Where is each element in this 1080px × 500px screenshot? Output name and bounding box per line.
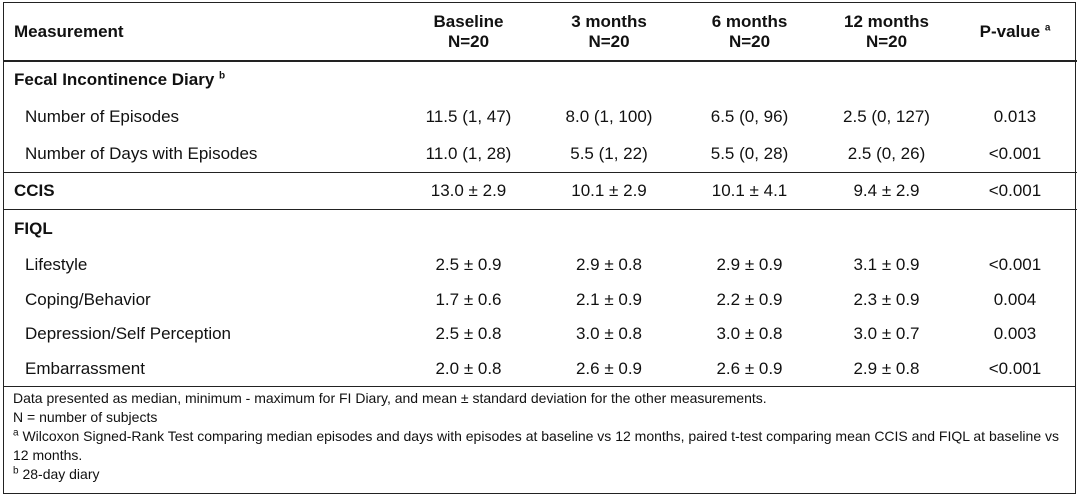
table-cell: 10.1 ± 2.9: [539, 172, 679, 210]
footnote-n-definition: N = number of subjects: [13, 409, 158, 425]
table-cell: <0.001: [953, 172, 1077, 210]
section-fiql-heading: FIQL: [4, 210, 1077, 249]
table-cell: 3.0 ± 0.8: [575, 324, 643, 344]
header-baseline: Baseline N=20: [398, 3, 539, 62]
table-cell: 2.0 ± 0.8: [435, 358, 502, 378]
table-cell: 2.6 ± 0.9: [716, 358, 783, 378]
table-cell: 8.0 (1, 100): [565, 106, 653, 126]
table-cell: 3.0 ± 0.7: [853, 324, 920, 344]
table-cell: 1.7 ± 0.6: [435, 289, 502, 309]
table-cell: FIQL: [14, 219, 53, 238]
table-cell: Number of Episodes: [25, 106, 180, 126]
table-cell: 2.5 ± 0.9: [435, 255, 502, 275]
table-row-days-with-episodes: Number of Days with Episodes 11.0 (1, 28…: [4, 135, 1077, 173]
table-cell: 0.013: [993, 106, 1037, 126]
footnote-a-marker: a: [13, 427, 19, 439]
table-cell: Number of Days with Episodes: [4, 135, 398, 173]
table-row-lifestyle: Lifestyle 2.5 ± 0.9 2.9 ± 0.8 2.9 ± 0.9 …: [4, 248, 1077, 283]
header-6-months: 6 months N=20: [679, 3, 820, 62]
table-cell: 2.9 ± 0.9: [716, 255, 783, 275]
table-cell: 3.0 ± 0.8: [716, 324, 783, 344]
table-cell: 2.9 ± 0.8: [575, 255, 643, 275]
header-3-months: 3 months N=20: [539, 3, 679, 62]
table-cell: CCIS: [4, 172, 398, 210]
footnote-b: b 28-day diary: [13, 465, 100, 482]
table-cell: Fecal Incontinence Diary b: [14, 70, 226, 89]
header-p-value: P-value a: [953, 3, 1077, 62]
table-row-embarrassment: Embarrassment 2.0 ± 0.8 2.6 ± 0.9 2.6 ± …: [4, 352, 1077, 387]
table-cell: 2.5 (0, 26): [820, 135, 953, 173]
table-cell: 2.3 ± 0.9: [853, 289, 920, 309]
table-row-coping-behavior: Coping/Behavior 1.7 ± 0.6 2.1 ± 0.9 2.2 …: [4, 283, 1077, 318]
table-cell: <0.001: [988, 358, 1042, 378]
table-cell: 6.5 (0, 96): [710, 106, 789, 126]
results-table: Measurement Baseline N=20 3 months N=20 6 …: [4, 3, 1077, 386]
table-cell: 2.5 (0, 127): [843, 106, 930, 126]
table-cell: <0.001: [988, 255, 1042, 275]
table-cell: Lifestyle: [25, 255, 88, 275]
table-cell: Depression/Self Perception: [25, 324, 232, 344]
table-cell: 11.0 (1, 28): [398, 135, 539, 173]
header-12-months: 12 months N=20: [820, 3, 953, 62]
table-cell: 5.5 (1, 22): [539, 135, 679, 173]
table-row-ccis: CCIS 13.0 ± 2.9 10.1 ± 2.9 10.1 ± 4.1 9.…: [4, 172, 1077, 210]
table-cell: 3.1 ± 0.9: [853, 255, 920, 275]
table-cell: 5.5 (0, 28): [679, 135, 820, 173]
table-cell: 11.5 (1, 47): [425, 106, 512, 126]
table-row-depression-self-perception: Depression/Self Perception 2.5 ± 0.8 3.0…: [4, 317, 1077, 352]
footnote-data-presentation: Data presented as median, minimum - maxi…: [13, 390, 767, 406]
table-cell: 2.1 ± 0.9: [575, 289, 643, 309]
table-cell: 0.003: [993, 324, 1037, 344]
table-cell: 2.5 ± 0.8: [435, 324, 502, 344]
table-row-number-of-episodes: Number of Episodes 11.5 (1, 47) 8.0 (1, …: [4, 98, 1077, 135]
table-cell: <0.001: [953, 135, 1077, 173]
table-footnotes: Data presented as median, minimum - maxi…: [4, 386, 1075, 484]
table-cell: Coping/Behavior: [25, 289, 151, 309]
table-cell: 0.004: [993, 289, 1037, 309]
table-cell: 2.9 ± 0.8: [853, 358, 920, 378]
table-cell: 13.0 ± 2.9: [398, 172, 539, 210]
table-cell: 9.4 ± 2.9: [820, 172, 953, 210]
table-cell: 10.1 ± 4.1: [679, 172, 820, 210]
footnote-b-marker: b: [13, 465, 19, 477]
header-measurement: Measurement: [4, 3, 398, 62]
section-fi-diary-heading: Fecal Incontinence Diary b: [4, 61, 1077, 98]
table-cell: 2.6 ± 0.9: [575, 358, 643, 378]
header-row: Measurement Baseline N=20 3 months N=20 6 …: [4, 3, 1077, 62]
table-cell: 2.2 ± 0.9: [716, 289, 783, 309]
footnote-a: a Wilcoxon Signed-Rank Test comparing me…: [13, 427, 1059, 463]
table-cell: Embarrassment: [25, 358, 145, 378]
results-table-frame: Measurement Baseline N=20 3 months N=20 6 …: [3, 2, 1077, 494]
